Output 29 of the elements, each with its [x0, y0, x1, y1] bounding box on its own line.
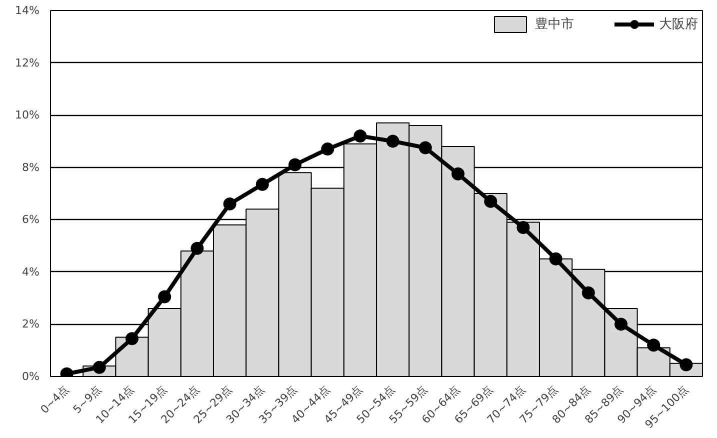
y-tick-label: 12% — [15, 56, 40, 70]
point — [582, 286, 595, 300]
point — [92, 360, 106, 374]
y-tick-label: 4% — [22, 265, 40, 278]
point — [647, 338, 660, 352]
y-tick-label: 8% — [22, 160, 40, 174]
y-tick-label: 2% — [22, 318, 40, 331]
point — [158, 290, 172, 304]
point — [516, 221, 530, 234]
legend-label: 豊中市 — [535, 16, 574, 33]
point — [484, 194, 498, 208]
point — [354, 130, 367, 142]
point — [256, 178, 269, 191]
y-tick-label: 14% — [15, 4, 40, 17]
point — [614, 318, 628, 331]
point — [126, 332, 138, 346]
point — [190, 242, 204, 255]
point — [549, 252, 562, 266]
y-tick-label: 0% — [22, 370, 40, 383]
point — [680, 358, 693, 372]
point — [418, 141, 432, 154]
y-tick-label: 6% — [22, 213, 40, 226]
point — [321, 142, 334, 156]
point — [288, 158, 302, 172]
point — [386, 134, 400, 148]
legend-label: 大阪府 — [659, 16, 698, 33]
point — [223, 197, 236, 210]
point — [452, 167, 464, 180]
y-tick-label: 10% — [15, 108, 40, 122]
